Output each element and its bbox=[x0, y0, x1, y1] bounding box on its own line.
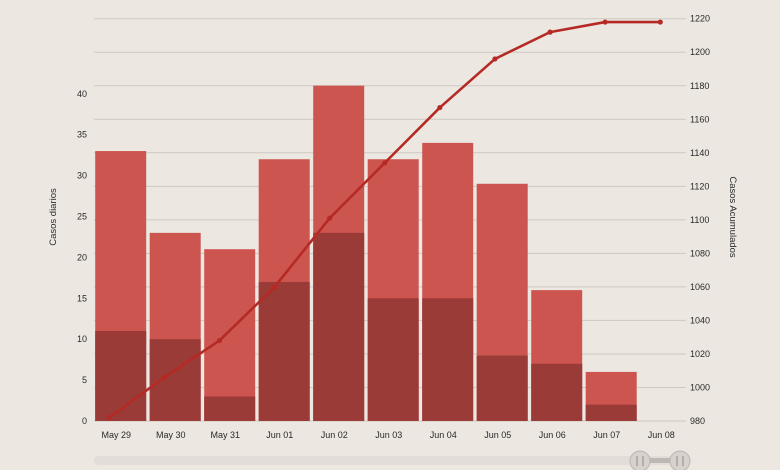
x-tick-label: May 30 bbox=[156, 430, 186, 440]
y-tick-label-right: 1180 bbox=[690, 81, 709, 91]
y-tick-label-right: 1040 bbox=[690, 315, 710, 325]
cumulative-point[interactable] bbox=[382, 160, 388, 166]
bar-total[interactable] bbox=[204, 249, 256, 421]
y-tick-label-left: 20 bbox=[77, 252, 87, 262]
x-tick-label: Jun 06 bbox=[539, 430, 566, 440]
x-tick-label: Jun 02 bbox=[321, 430, 348, 440]
scrollbar-track[interactable] bbox=[94, 456, 686, 465]
scrollbar-right-handle[interactable] bbox=[669, 450, 691, 470]
y-tick-label-right: 1120 bbox=[690, 181, 709, 191]
x-tick-label: Jun 01 bbox=[266, 430, 293, 440]
scrollbar-grip[interactable] bbox=[644, 458, 672, 463]
y-tick-label-left: 0 bbox=[82, 416, 87, 426]
y-tick-label-right: 1160 bbox=[690, 114, 709, 124]
cumulative-point[interactable] bbox=[657, 19, 663, 25]
bar-overlay[interactable] bbox=[531, 363, 583, 421]
x-tick-label: Jun 03 bbox=[375, 430, 402, 440]
y-tick-label-left: 35 bbox=[77, 130, 87, 140]
y-tick-label-left: 40 bbox=[77, 89, 87, 99]
y-tick-label-right: 1080 bbox=[690, 248, 710, 258]
y-tick-label-right: 1060 bbox=[690, 282, 710, 292]
cumulative-point[interactable] bbox=[216, 337, 223, 344]
cumulative-point[interactable] bbox=[437, 104, 443, 111]
bar-overlay[interactable] bbox=[149, 339, 201, 421]
y-tick-label-left: 5 bbox=[82, 375, 87, 385]
y-tick-label-right: 980 bbox=[690, 416, 705, 426]
x-tick-label: May 29 bbox=[101, 430, 131, 440]
range-scrollbar[interactable] bbox=[94, 450, 691, 470]
cumulative-point[interactable] bbox=[602, 19, 608, 25]
bar-overlay[interactable] bbox=[258, 281, 310, 421]
cumulative-point[interactable] bbox=[327, 215, 333, 221]
bar-overlay[interactable] bbox=[476, 355, 528, 421]
axes: 0 5 10 15 20 25 30 35 40 980 1000 1020 1040 1060 1080 1… bbox=[77, 14, 710, 440]
scrollbar-left-handle[interactable] bbox=[629, 450, 651, 470]
bar-overlay[interactable] bbox=[204, 396, 256, 421]
cumulative-point[interactable] bbox=[161, 374, 167, 381]
x-tick-label: May 31 bbox=[210, 430, 240, 440]
y-tick-label-left: 10 bbox=[77, 334, 87, 344]
cumulative-point[interactable] bbox=[106, 415, 112, 421]
bars[interactable] bbox=[95, 85, 637, 422]
x-tick-label: Jun 08 bbox=[648, 430, 675, 440]
bar-overlay[interactable] bbox=[95, 331, 147, 421]
y-tick-label-right: 1020 bbox=[690, 349, 710, 359]
y-tick-label-left: 25 bbox=[77, 212, 87, 222]
cumulative-point[interactable] bbox=[271, 284, 278, 290]
y-axis-title-left: Casos diarios bbox=[48, 188, 59, 246]
cumulative-point[interactable] bbox=[547, 29, 553, 35]
x-tick-label: Jun 07 bbox=[593, 430, 620, 440]
y-tick-label-right: 1000 bbox=[690, 382, 710, 392]
cumulative-line[interactable] bbox=[106, 19, 663, 421]
y-axis-title-right: Casos Acumulados bbox=[727, 176, 738, 258]
bar-overlay[interactable] bbox=[585, 404, 637, 421]
y-tick-label-right: 1220 bbox=[690, 14, 710, 24]
y-tick-label-left: 15 bbox=[77, 293, 87, 303]
y-tick-label-right: 1100 bbox=[690, 215, 709, 225]
bar-overlay[interactable] bbox=[367, 298, 419, 421]
y-tick-label-right: 1200 bbox=[690, 47, 710, 57]
y-tick-label-left: 30 bbox=[77, 171, 87, 181]
cumulative-point[interactable] bbox=[492, 56, 498, 62]
bar-overlay[interactable] bbox=[313, 232, 365, 421]
bar-overlay[interactable] bbox=[422, 298, 474, 421]
x-tick-label: Jun 05 bbox=[484, 430, 511, 440]
y-tick-label-right: 1140 bbox=[690, 148, 709, 158]
x-tick-label: Jun 04 bbox=[430, 430, 457, 440]
